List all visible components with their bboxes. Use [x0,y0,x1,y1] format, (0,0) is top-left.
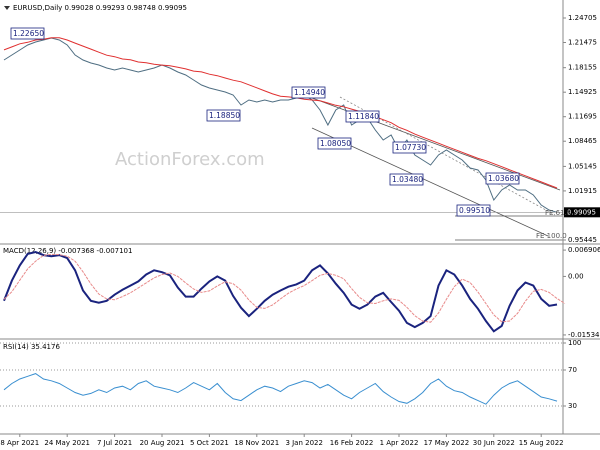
rsi-title: RSI(14) 35.4176 [3,343,60,351]
y-tick-label: -0.015348 [568,331,600,339]
x-tick-label: 17 May 2022 [424,439,470,447]
fib-label: FE 100.0 [536,232,567,240]
annotation-box [392,141,427,154]
x-tick-label: 3 Jan 2022 [285,439,323,447]
annotation: 1.22650 [13,29,44,38]
y-tick-label: 1.14925 [568,88,597,96]
x-tick-label: 18 Nov 2021 [234,439,279,447]
y-tick-label: 100 [568,339,581,347]
y-tick-label: 0.006906 [568,246,600,254]
annotation-box [10,27,45,40]
y-tick-label: 1.21475 [568,38,597,46]
series-line [3,253,566,323]
last-price-box [564,207,600,218]
series-line [3,373,558,405]
series-line [3,37,558,189]
y-tick-label: 0.00 [568,272,584,280]
annotation: 1.18850 [209,111,240,120]
title-icon [4,6,10,10]
x-tick-label: 7 Jul 2021 [97,439,132,447]
x-tick-label: 5 Oct 2021 [190,439,229,447]
x-tick-label: 20 Aug 2021 [140,439,185,447]
annotation-box [345,110,380,123]
y-tick-label: 1.24705 [568,14,597,22]
y-tick-label: 0.95445 [568,236,597,244]
annotation-box [291,86,326,99]
y-tick-label: 1.11695 [568,113,597,121]
last-price-label: 0.99095 [567,208,596,216]
annotation: 1.11840 [348,112,379,121]
chart-title: EURUSD,Daily 0.99028 0.99293 0.98748 0.9… [13,4,187,12]
annotation: 1.03680 [488,174,519,183]
y-tick-label: 1.18155 [568,64,597,72]
series-line [3,250,558,333]
annotation: 1.14940 [294,88,325,97]
x-tick-label: 16 Feb 2022 [330,439,374,447]
y-tick-label: 70 [568,366,577,374]
x-tick-label: 30 Jun 2022 [473,439,515,447]
annotation-box [389,173,424,186]
annotation: 1.03480 [392,175,423,184]
y-tick-label: 1.01915 [568,187,597,195]
series-line [3,37,558,213]
x-tick-label: 1 Apr 2022 [380,439,419,447]
watermark: ActionForex.com [115,149,265,170]
annotation-box [485,172,520,185]
annotation: 1.07730 [395,143,426,152]
y-tick-label: 1.08465 [568,137,597,145]
annotation-box [206,109,241,122]
fib-label: FE 61.8 [545,209,571,217]
x-tick-label: 24 May 2021 [44,439,90,447]
x-tick-label: 8 Apr 2021 [0,439,39,447]
macd-title: MACD(12,26,9) -0.007368 -0.007101 [3,247,132,255]
annotation-box [456,204,491,217]
annotation: 1.08050 [320,139,351,148]
y-tick-label: 30 [568,402,577,410]
y-tick-label: 1.05145 [568,162,597,170]
annotation: 0.99510 [459,206,490,215]
x-tick-label: 15 Aug 2022 [519,439,564,447]
annotation-box [317,137,352,150]
